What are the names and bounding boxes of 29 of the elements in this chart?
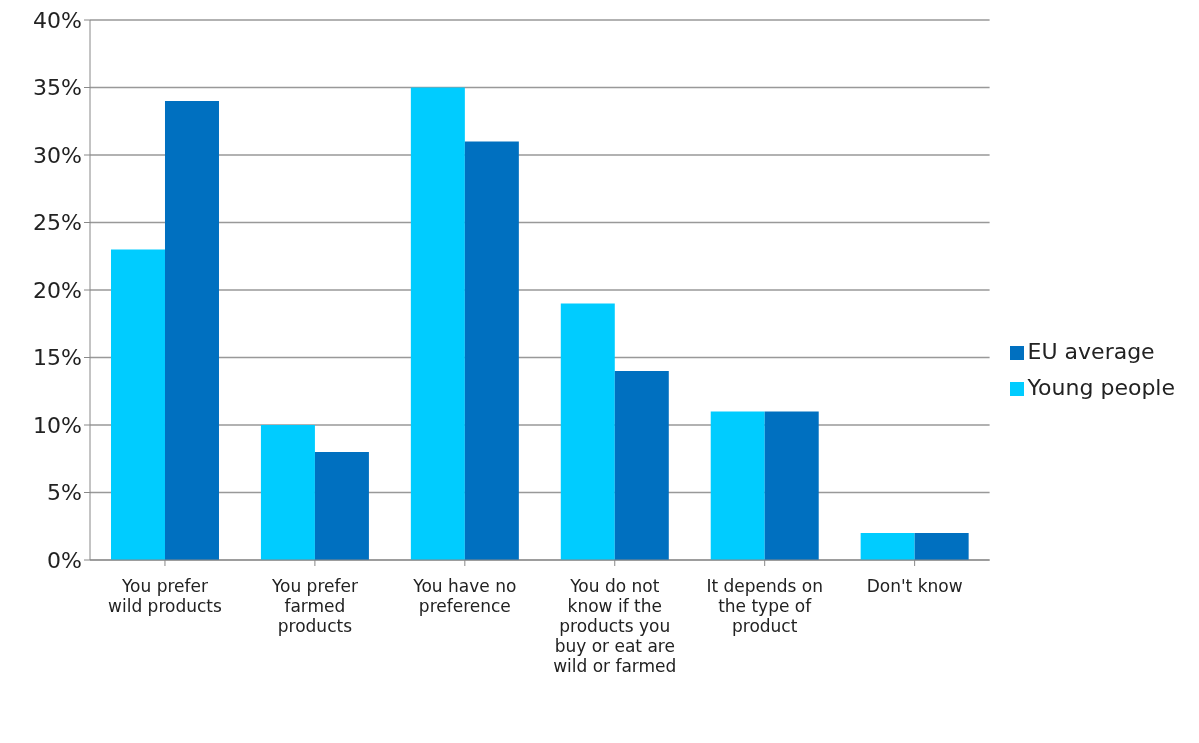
y-tick-label: 40% bbox=[33, 7, 82, 33]
y-tick-label: 0% bbox=[47, 547, 82, 573]
bar bbox=[560, 303, 615, 560]
bar bbox=[110, 249, 165, 560]
x-tick-label: It depends on the type of product bbox=[706, 576, 823, 636]
bar bbox=[914, 533, 969, 560]
legend-label: Young people bbox=[1027, 375, 1175, 400]
x-tick-label: You do not know if the products you buy or eat are wild or farmed bbox=[553, 576, 677, 676]
y-tick-label: 35% bbox=[33, 75, 82, 101]
y-tick-label: 20% bbox=[33, 277, 82, 303]
x-tick-label: Don't know bbox=[866, 576, 963, 596]
bar bbox=[164, 101, 219, 560]
legend-label: EU average bbox=[1027, 339, 1155, 364]
y-tick-label: 25% bbox=[33, 210, 82, 236]
bar bbox=[860, 533, 915, 560]
y-tick-label: 15% bbox=[33, 345, 82, 371]
bar bbox=[710, 411, 765, 560]
bar bbox=[260, 425, 315, 560]
bar bbox=[464, 141, 519, 560]
x-tick-label: You prefer wild products bbox=[108, 576, 222, 616]
y-tick-label: 30% bbox=[33, 142, 82, 168]
bar bbox=[764, 411, 819, 560]
bar bbox=[614, 371, 669, 560]
y-tick-label: 5% bbox=[47, 480, 82, 506]
x-tick-label: You prefer farmed products bbox=[270, 576, 358, 636]
bar bbox=[410, 87, 465, 560]
y-tick-label: 10% bbox=[33, 412, 82, 438]
bar bbox=[314, 452, 369, 560]
x-tick-label: You have no preference bbox=[412, 576, 517, 616]
